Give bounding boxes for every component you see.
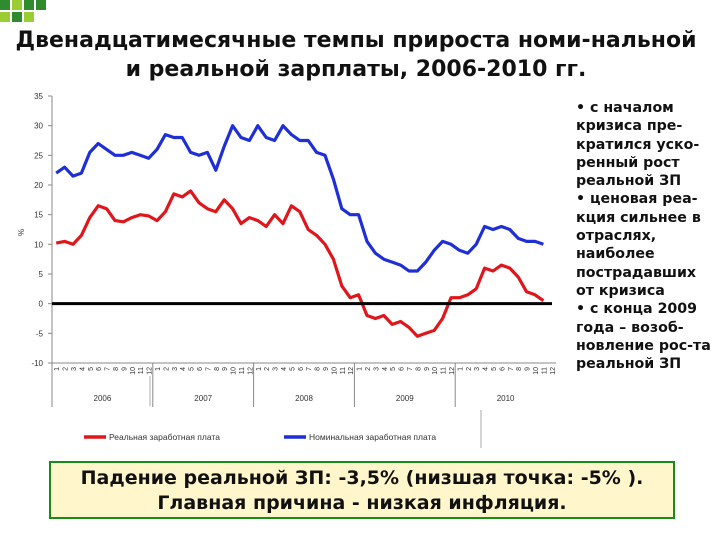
- x-tick-label: 11: [541, 367, 548, 374]
- x-tick-label: 9: [222, 367, 229, 371]
- summary-box: Падение реальной ЗП: -3,5% (низшая точка…: [49, 461, 675, 519]
- comment-2: • ценовая реа-кция сильнее в отраслях, н…: [576, 191, 701, 299]
- x-tick-label: 4: [483, 367, 490, 371]
- x-tick-label: 11: [138, 367, 145, 374]
- year-label: 2008: [295, 394, 313, 403]
- x-tick-label: 11: [239, 367, 246, 374]
- x-tick-label: 8: [113, 367, 120, 371]
- x-tick-label: 10: [533, 367, 540, 375]
- x-tick-label: 2: [466, 367, 473, 371]
- x-tick-label: 8: [516, 367, 523, 371]
- x-tick-label: 12: [147, 367, 154, 375]
- series-line-nominal: [55, 124, 544, 273]
- comment-3: • с конца 2009 года – возоб-новление рос…: [576, 301, 711, 373]
- comment-1: • с началом кризиса пре-кратился уско-ре…: [576, 100, 700, 190]
- x-tick-label: 2: [63, 367, 70, 371]
- year-label: 2009: [396, 394, 414, 403]
- x-tick-label: 9: [424, 367, 431, 371]
- x-tick-label: 4: [180, 367, 187, 371]
- legend-label-nominal: Номинальная заработная плата: [309, 432, 436, 442]
- x-tick-label: 2: [264, 367, 271, 371]
- x-tick-label: 6: [197, 367, 204, 371]
- year-label: 2006: [94, 394, 112, 403]
- corner-logo: [0, 0, 60, 28]
- x-tick-label: 5: [390, 367, 397, 371]
- x-tick-label: 6: [96, 367, 103, 371]
- summary-line-2: Главная причина - низкая инфляция.: [157, 492, 567, 514]
- x-tick-label: 5: [491, 367, 498, 371]
- x-tick-label: 7: [105, 367, 112, 371]
- x-tick-label: 1: [54, 367, 61, 371]
- y-tick-label: -10: [31, 359, 43, 368]
- x-tick-label: 3: [172, 367, 179, 371]
- y-tick-label: 35: [34, 92, 43, 101]
- y-axis-label: %: [17, 229, 26, 236]
- x-tick-label: 10: [432, 367, 439, 375]
- x-tick-label: 7: [205, 367, 212, 371]
- x-tick-label: 9: [121, 367, 128, 371]
- x-tick-label: 3: [273, 367, 280, 371]
- x-tick-label: 3: [474, 367, 481, 371]
- x-tick-label: 5: [289, 367, 296, 371]
- x-tick-label: 6: [298, 367, 305, 371]
- x-tick-label: 1: [155, 367, 162, 371]
- y-tick-label: 20: [34, 181, 43, 190]
- x-tick-label: 12: [348, 367, 355, 375]
- x-tick-label: 3: [373, 367, 380, 371]
- x-tick-label: 12: [247, 367, 254, 375]
- x-tick-label: 4: [281, 367, 288, 371]
- x-tick-label: 10: [130, 367, 137, 375]
- x-tick-label: 5: [189, 367, 196, 371]
- x-tick-label: 7: [306, 367, 313, 371]
- y-tick-label: 30: [34, 122, 43, 131]
- x-tick-label: 10: [231, 367, 238, 375]
- y-tick-label: 15: [34, 211, 43, 220]
- x-tick-label: 6: [399, 367, 406, 371]
- x-tick-label: 1: [256, 367, 263, 371]
- y-tick-label: 25: [34, 151, 43, 160]
- x-tick-label: 7: [508, 367, 515, 371]
- x-tick-label: 12: [449, 367, 456, 375]
- x-tick-label: 1: [357, 367, 364, 371]
- y-tick-label: -5: [36, 329, 44, 338]
- x-tick-label: 11: [441, 367, 448, 374]
- x-tick-label: 8: [315, 367, 322, 371]
- x-tick-label: 8: [214, 367, 221, 371]
- x-tick-label: 9: [525, 367, 532, 371]
- x-tick-label: 8: [415, 367, 422, 371]
- x-tick-label: 7: [407, 367, 414, 371]
- x-tick-label: 1: [457, 367, 464, 371]
- y-tick-label: 0: [39, 300, 44, 309]
- x-tick-label: 9: [323, 367, 330, 371]
- y-tick-label: 5: [39, 270, 44, 279]
- x-tick-label: 6: [499, 367, 506, 371]
- series-line-real: [55, 189, 545, 338]
- x-tick-label: 10: [331, 367, 338, 375]
- year-label: 2007: [194, 394, 212, 403]
- page-title: Двенадцатимесячные темпы прироста номи-н…: [15, 28, 697, 82]
- summary-line-1: Падение реальной ЗП: -3,5% (низшая точка…: [80, 467, 644, 489]
- y-tick-label: 10: [34, 240, 43, 249]
- x-tick-label: 4: [382, 367, 389, 371]
- x-tick-label: 4: [79, 367, 86, 371]
- x-tick-label: 11: [340, 367, 347, 374]
- x-tick-label: 2: [365, 367, 372, 371]
- legend-label-real: Реальная заработная плата: [109, 432, 220, 442]
- x-tick-label: 3: [71, 367, 78, 371]
- x-tick-label: 12: [550, 367, 557, 375]
- x-tick-label: 2: [163, 367, 170, 371]
- x-tick-label: 5: [88, 367, 95, 371]
- year-label: 2010: [497, 394, 515, 403]
- commentary-text: • с началом кризиса пре-кратился уско-ре…: [576, 99, 718, 373]
